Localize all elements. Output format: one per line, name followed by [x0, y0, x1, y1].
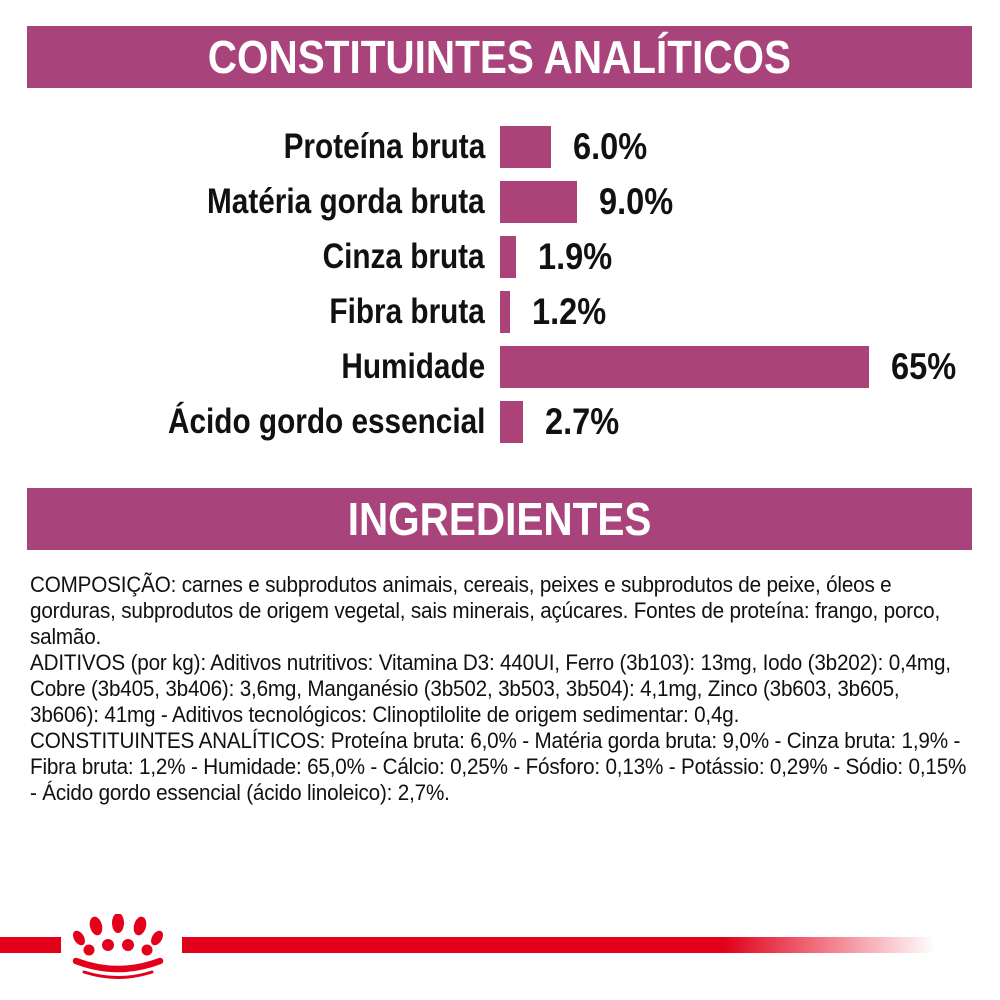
footer-stripe-left — [0, 937, 61, 953]
chart-category-label: Matéria gorda bruta — [207, 181, 485, 221]
chart-row: Cinza bruta 1.9% — [0, 229, 1000, 284]
chart-row: Humidade 65% — [0, 339, 1000, 394]
chart-bar — [500, 235, 516, 278]
chart-bar — [500, 180, 577, 223]
chart-bar — [500, 125, 551, 168]
ingredients-title: INGREDIENTES — [347, 493, 652, 545]
chart-category-label: Ácido gordo essencial — [167, 401, 485, 441]
analytical-constituents-paragraph: CONSTITUINTES ANALÍTICOS: Proteína bruta… — [30, 728, 967, 805]
composition-paragraph: COMPOSIÇÃO: carnes e subprodutos animais… — [30, 572, 941, 649]
chart-row: Ácido gordo essencial 2.7% — [0, 394, 1000, 449]
ingredients-text-block: COMPOSIÇÃO: carnes e subprodutos animais… — [30, 572, 1000, 806]
chart-value-label: 1.2% — [532, 290, 607, 332]
chart-row: Proteína bruta 6.0% — [0, 119, 1000, 174]
chart-row: Fibra bruta 1.2% — [0, 284, 1000, 339]
chart-row: Matéria gorda bruta 9.0% — [0, 174, 1000, 229]
chart-category-label: Cinza bruta — [323, 236, 485, 276]
nutrient-bar-chart: Proteína bruta 6.0% Matéria gorda bruta … — [0, 119, 1000, 449]
chart-value-label: 2.7% — [545, 400, 620, 442]
chart-value-label: 9.0% — [599, 180, 674, 222]
chart-category-label: Fibra bruta — [329, 291, 485, 331]
ingredients-banner: INGREDIENTES — [27, 488, 972, 550]
analytical-constituents-banner: CONSTITUINTES ANALÍTICOS — [27, 26, 972, 88]
chart-category-label: Humidade — [341, 346, 485, 386]
chart-value-label: 65% — [891, 345, 957, 387]
chart-category-label: Proteína bruta — [283, 126, 485, 166]
chart-bar — [500, 290, 510, 333]
analytical-constituents-title: CONSTITUINTES ANALÍTICOS — [207, 31, 792, 83]
footer-stripe-right — [182, 937, 935, 953]
chart-value-label: 6.0% — [573, 125, 648, 167]
chart-bar — [500, 345, 869, 388]
royal-canin-crown-logo — [72, 914, 164, 979]
additives-paragraph: ADITIVOS (por kg): Aditivos nutritivos: … — [30, 650, 951, 727]
chart-bar — [500, 400, 523, 443]
chart-value-label: 1.9% — [538, 235, 613, 277]
